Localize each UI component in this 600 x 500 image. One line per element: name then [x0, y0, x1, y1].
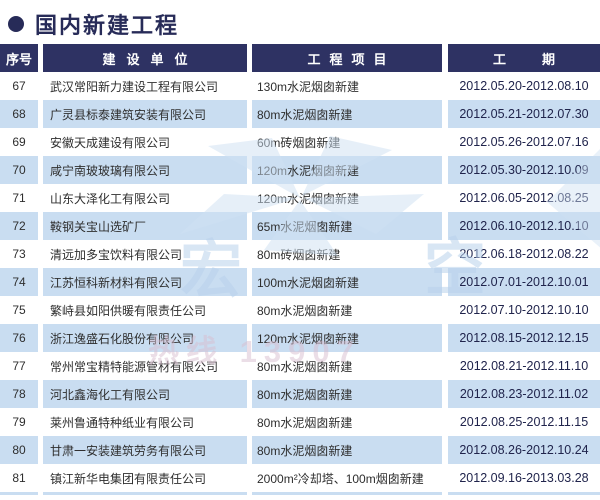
project-period: 2012.06.18-2012.08.22: [448, 240, 600, 268]
row-number: 68: [0, 100, 38, 128]
row-number: 75: [0, 296, 38, 324]
project-name: 120m水泥烟囱新建: [252, 324, 442, 352]
company-name: 河北鑫海化工有限公司: [43, 380, 247, 408]
project-period: 2012.08.23-2012.11.02: [448, 380, 600, 408]
row-number: 70: [0, 156, 38, 184]
project-name: 65m水泥烟囱新建: [252, 212, 442, 240]
table-row: 70 咸宁南玻玻璃有限公司 120m水泥烟囱新建 2012.05.30-2012…: [0, 156, 600, 184]
company-name: 鞍钢关宝山选矿厂: [43, 212, 247, 240]
company-name: 山东大泽化工有限公司: [43, 184, 247, 212]
project-period: 2012.07.10-2012.10.10: [448, 296, 600, 324]
row-number: 72: [0, 212, 38, 240]
company-name: 广灵县标泰建筑安装有限公司: [43, 100, 247, 128]
table-row: 78 河北鑫海化工有限公司 80m水泥烟囱新建 2012.08.23-2012.…: [0, 380, 600, 408]
row-number: 80: [0, 436, 38, 464]
project-name: 120m水泥烟囱新建: [252, 156, 442, 184]
row-number: 67: [0, 72, 38, 100]
table-row: 71 山东大泽化工有限公司 120m水泥烟囱新建 2012.06.05-2012…: [0, 184, 600, 212]
row-number: 79: [0, 408, 38, 436]
bullet-icon: [8, 16, 24, 32]
project-name: 130m水泥烟囱新建: [252, 72, 442, 100]
project-name: 80m水泥烟囱新建: [252, 352, 442, 380]
project-period: 2012.06.10-2012.10.10: [448, 212, 600, 240]
table-row: 67 武汉常阳新力建设工程有限公司 130m水泥烟囱新建 2012.05.20-…: [0, 72, 600, 100]
table-row: 81 镇江新华电集团有限责任公司 2000m²冷却塔、100m烟囱新建 2012…: [0, 464, 600, 492]
project-period: 2012.09.16-2013.03.28: [448, 464, 600, 492]
header-period: 工期: [448, 44, 600, 72]
row-number: 81: [0, 464, 38, 492]
company-name: 常州常宝精特能源管材有限公司: [43, 352, 247, 380]
project-name: 80m水泥烟囱新建: [252, 296, 442, 324]
table-row: 77 常州常宝精特能源管材有限公司 80m水泥烟囱新建 2012.08.21-2…: [0, 352, 600, 380]
table-header: 序号 建设单位 工程项目 工期: [0, 44, 600, 72]
table-row: 72 鞍钢关宝山选矿厂 65m水泥烟囱新建 2012.06.10-2012.10…: [0, 212, 600, 240]
company-name: 清远加多宝饮料有限公司: [43, 240, 247, 268]
row-number: 77: [0, 352, 38, 380]
project-period: 2012.08.26-2012.10.24: [448, 436, 600, 464]
project-name: 80m水泥烟囱新建: [252, 436, 442, 464]
project-name: 80m水泥烟囱新建: [252, 380, 442, 408]
project-period: 2012.05.26-2012.07.16: [448, 128, 600, 156]
project-name: 60m砖烟囱新建: [252, 128, 442, 156]
project-period: 2012.06.05-2012.08.25: [448, 184, 600, 212]
row-number: 73: [0, 240, 38, 268]
project-period: 2012.08.21-2012.11.10: [448, 352, 600, 380]
project-period: 2012.05.30-2012.10.09: [448, 156, 600, 184]
header-no: 序号: [0, 44, 38, 72]
table-row: 79 莱州鲁通特种纸业有限公司 80m水泥烟囱新建 2012.08.25-201…: [0, 408, 600, 436]
company-name: 镇江新华电集团有限责任公司: [43, 464, 247, 492]
project-name: 80m砖烟囱新建: [252, 240, 442, 268]
next-row-sliver: [0, 492, 600, 495]
table-row: 75 繁峙县如阳供暖有限责任公司 80m水泥烟囱新建 2012.07.10-20…: [0, 296, 600, 324]
company-name: 浙江逸盛石化股份有限公司: [43, 324, 247, 352]
row-number: 74: [0, 268, 38, 296]
company-name: 安徽天成建设有限公司: [43, 128, 247, 156]
project-period: 2012.05.20-2012.08.10: [448, 72, 600, 100]
table-body: 67 武汉常阳新力建设工程有限公司 130m水泥烟囱新建 2012.05.20-…: [0, 72, 600, 492]
project-period: 2012.08.15-2012.12.15: [448, 324, 600, 352]
row-number: 78: [0, 380, 38, 408]
table-row: 80 甘肃一安装建筑劳务有限公司 80m水泥烟囱新建 2012.08.26-20…: [0, 436, 600, 464]
company-name: 江苏恒科新材料有限公司: [43, 268, 247, 296]
page-title-text: 国内新建工程: [35, 13, 180, 38]
table-row: 73 清远加多宝饮料有限公司 80m砖烟囱新建 2012.06.18-2012.…: [0, 240, 600, 268]
project-name: 80m水泥烟囱新建: [252, 100, 442, 128]
project-name: 100m水泥烟囱新建: [252, 268, 442, 296]
table-row: 69 安徽天成建设有限公司 60m砖烟囱新建 2012.05.26-2012.0…: [0, 128, 600, 156]
project-period: 2012.07.01-2012.10.01: [448, 268, 600, 296]
project-name: 80m水泥烟囱新建: [252, 408, 442, 436]
company-name: 咸宁南玻玻璃有限公司: [43, 156, 247, 184]
table-row: 68 广灵县标泰建筑安装有限公司 80m水泥烟囱新建 2012.05.21-20…: [0, 100, 600, 128]
table-row: 76 浙江逸盛石化股份有限公司 120m水泥烟囱新建 2012.08.15-20…: [0, 324, 600, 352]
row-number: 76: [0, 324, 38, 352]
company-name: 甘肃一安装建筑劳务有限公司: [43, 436, 247, 464]
header-company: 建设单位: [43, 44, 247, 72]
company-name: 武汉常阳新力建设工程有限公司: [43, 72, 247, 100]
company-name: 繁峙县如阳供暖有限责任公司: [43, 296, 247, 324]
page-title: 国内新建工程: [0, 0, 600, 40]
table-row: 74 江苏恒科新材料有限公司 100m水泥烟囱新建 2012.07.01-201…: [0, 268, 600, 296]
project-period: 2012.05.21-2012.07.30: [448, 100, 600, 128]
row-number: 69: [0, 128, 38, 156]
row-number: 71: [0, 184, 38, 212]
header-project: 工程项目: [252, 44, 442, 72]
project-period: 2012.08.25-2012.11.15: [448, 408, 600, 436]
project-name: 120m水泥烟囱新建: [252, 184, 442, 212]
company-name: 莱州鲁通特种纸业有限公司: [43, 408, 247, 436]
project-name: 2000m²冷却塔、100m烟囱新建: [252, 464, 442, 492]
